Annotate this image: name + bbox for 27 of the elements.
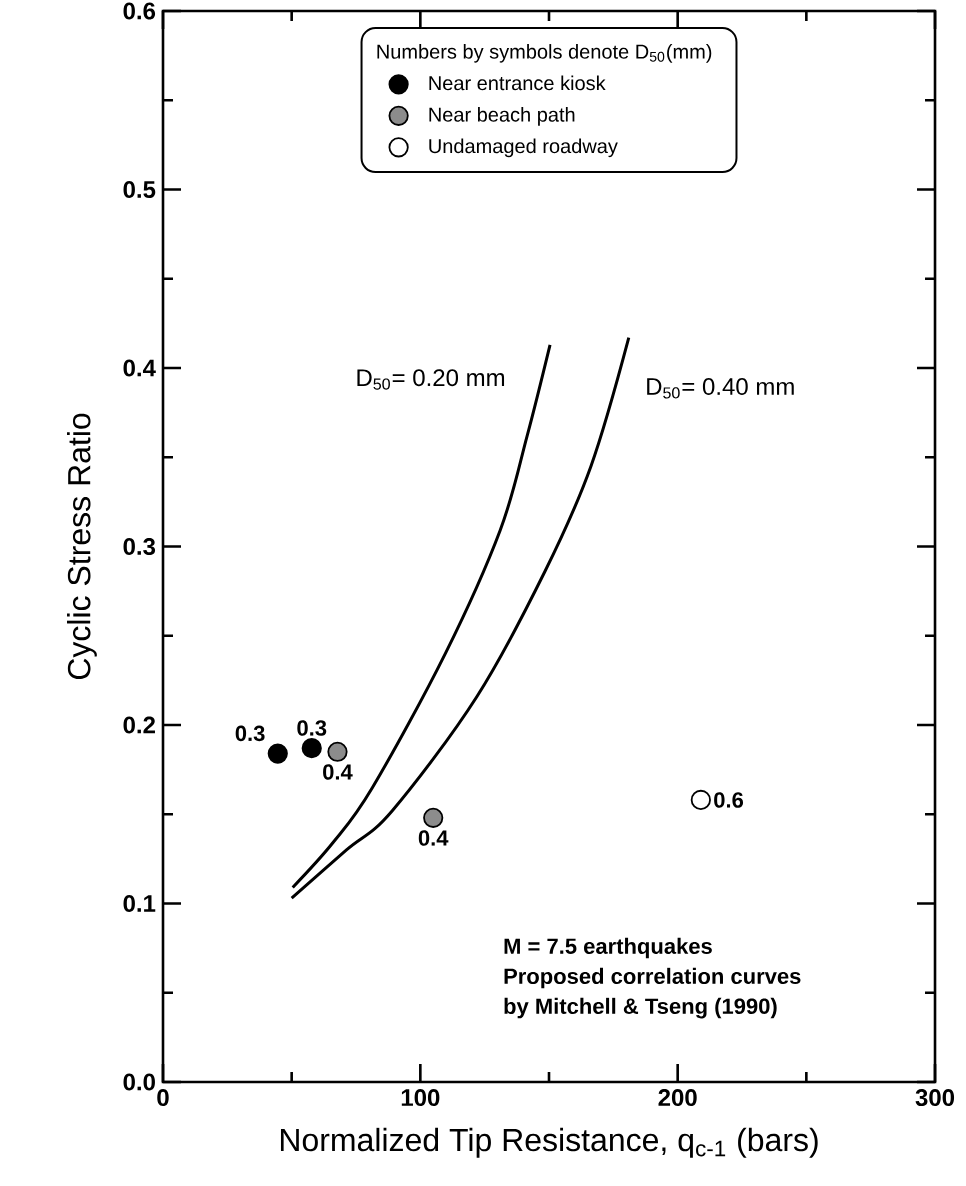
y-tick-label: 0.2 — [123, 716, 155, 734]
y-tick-label: 0.4 — [123, 359, 156, 377]
annotation: Proposed correlation curves — [504, 967, 801, 989]
y-tick-label: 0.6 — [123, 2, 156, 20]
legend-label: Near entrance kiosk — [429, 75, 606, 91]
legend-label: Undamaged roadway — [429, 138, 618, 158]
series-label: D$_{50}$= 0.40 mm — [647, 378, 794, 399]
y-tick-label: 0.5 — [123, 181, 156, 198]
x-tick-label: 0 — [157, 1089, 169, 1107]
annotation: 0.3 — [235, 725, 265, 742]
annotation: 0.4 — [418, 830, 449, 846]
annotation: 0.6 — [714, 792, 744, 808]
y-tick-label: 0.1 — [123, 895, 156, 912]
y-tick-label: 0.3 — [123, 537, 156, 556]
annotation: 0.3 — [297, 720, 327, 736]
legend-label: Near beach path — [429, 107, 575, 126]
x-tick-label: 100 — [401, 1089, 440, 1107]
series-label: D$_{50}$= 0.20 mm — [357, 369, 505, 390]
annotation: by Mitchell & Tseng (1990) — [504, 997, 777, 1019]
x-axis-title: Normalized Tip Resistance, q$_{c-1}$ (bars) — [280, 1127, 818, 1158]
y-tick-label: 0.0 — [123, 1073, 155, 1091]
annotation: M = 7.5 earthquakes — [504, 937, 712, 959]
annotation: 0.4 — [323, 764, 353, 780]
x-tick-label: 300 — [915, 1089, 955, 1107]
y-axis-title: Cyclic Stress Ratio — [67, 413, 97, 680]
x-tick-label: 200 — [658, 1089, 697, 1107]
legend-title: Numbers by symbols denote D$_{50}$(mm) — [377, 44, 712, 63]
